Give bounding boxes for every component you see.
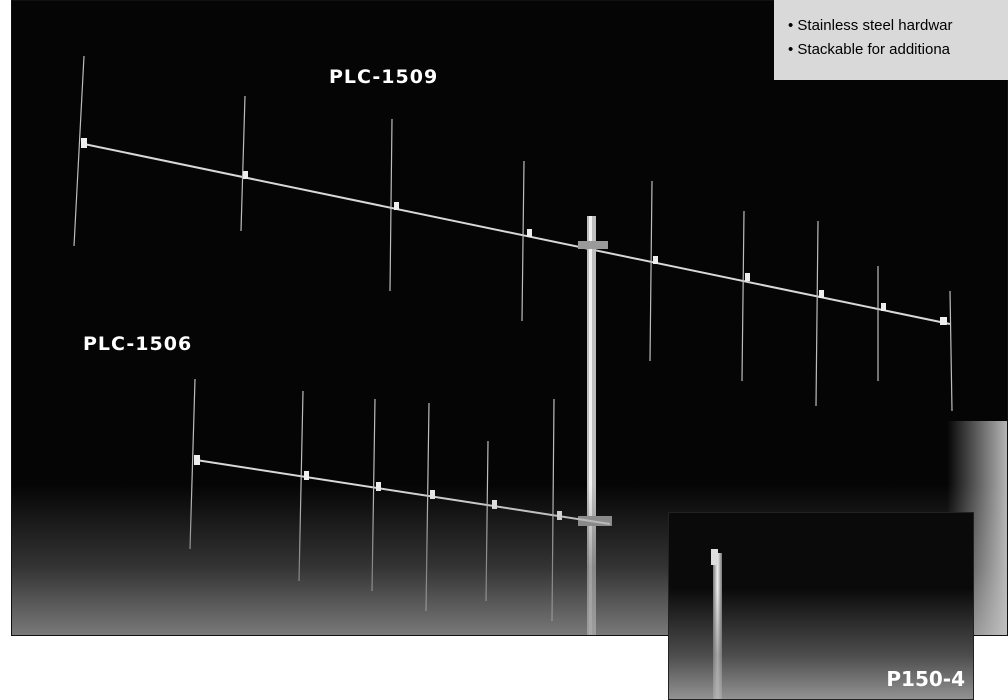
inset-photo: P150-4 <box>668 512 974 700</box>
label-plc-1506: PLC-1506 <box>83 333 193 355</box>
spec-line-cutoff <box>788 6 1008 14</box>
label-p150-4: P150-4 <box>886 667 965 691</box>
inset-fog <box>669 589 973 699</box>
spec-list: • Stainless steel hardwar • Stackable fo… <box>774 0 1008 80</box>
spec-item-stackable: • Stackable for additiona <box>788 41 951 58</box>
spec-item-stainless: • Stainless steel hardwar <box>788 17 953 34</box>
inset-antenna-tip <box>711 549 718 565</box>
label-plc-1509: PLC-1509 <box>329 66 439 88</box>
